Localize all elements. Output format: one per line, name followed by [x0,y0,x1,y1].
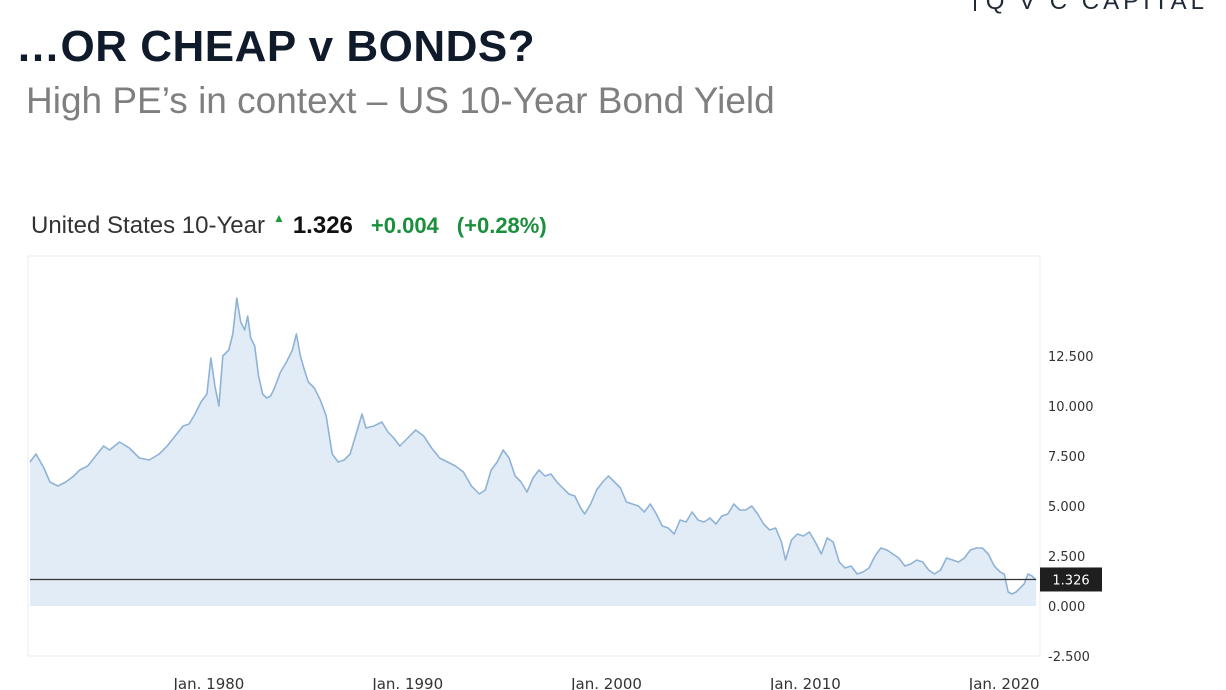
brand-text: Q V C CAPITAL [985,0,1208,15]
last-value-badge [1040,567,1102,592]
x-tick-label: Jan. 2000 [570,675,642,690]
series-line [29,297,1037,595]
quote-name: United States 10-Year [31,212,265,239]
slide-title: …OR CHEAP v BONDS? [16,22,536,71]
last-value-label: 1.326 [1052,573,1089,588]
y-tick-label: 10.000 [1048,400,1094,415]
y-tick-label: 0.000 [1048,600,1085,615]
brand-divider [973,0,976,11]
x-tick-label: Jan. 2020 [968,675,1040,690]
quote-header: United States 10-Year ▲ 1.326 +0.004 (+0… [31,209,547,243]
quote-change-pct: (+0.28%) [456,213,547,238]
plot-layer: 1.326 [29,297,1102,606]
y-tick-label: -2.500 [1048,650,1090,665]
x-tick-label: Jan. 1990 [371,675,443,690]
y-tick-label: 2.500 [1048,550,1085,565]
y-tick-label: 5.000 [1048,500,1085,515]
slide-subtitle: High PE’s in context – US 10-Year Bond Y… [26,80,775,121]
x-tick-label: Jan. 2010 [769,675,841,690]
x-axis: Jan. 1980 Jan. 1990 Jan. 2000 Jan. 2010 Jan.… [173,675,1040,690]
y-axis: 12.500 10.000 7.500 5.000 2.500 0.000 -2.500 [1048,350,1094,665]
y-tick-label: 12.500 [1048,350,1094,365]
up-arrow-icon: ▲ [272,211,285,225]
series-area [30,298,1036,606]
quote-value: 1.326 [292,212,353,239]
y-tick-label: 7.500 [1048,450,1085,465]
x-tick-label: Jan. 1980 [173,675,245,690]
quote-change: +0.004 [370,213,439,238]
brand-logo: Q V C CAPITAL [973,0,1208,16]
